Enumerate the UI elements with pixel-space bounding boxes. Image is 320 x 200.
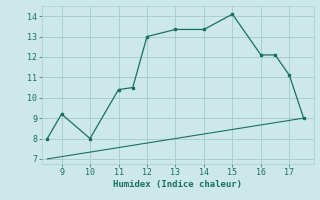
X-axis label: Humidex (Indice chaleur): Humidex (Indice chaleur) [113, 180, 242, 189]
